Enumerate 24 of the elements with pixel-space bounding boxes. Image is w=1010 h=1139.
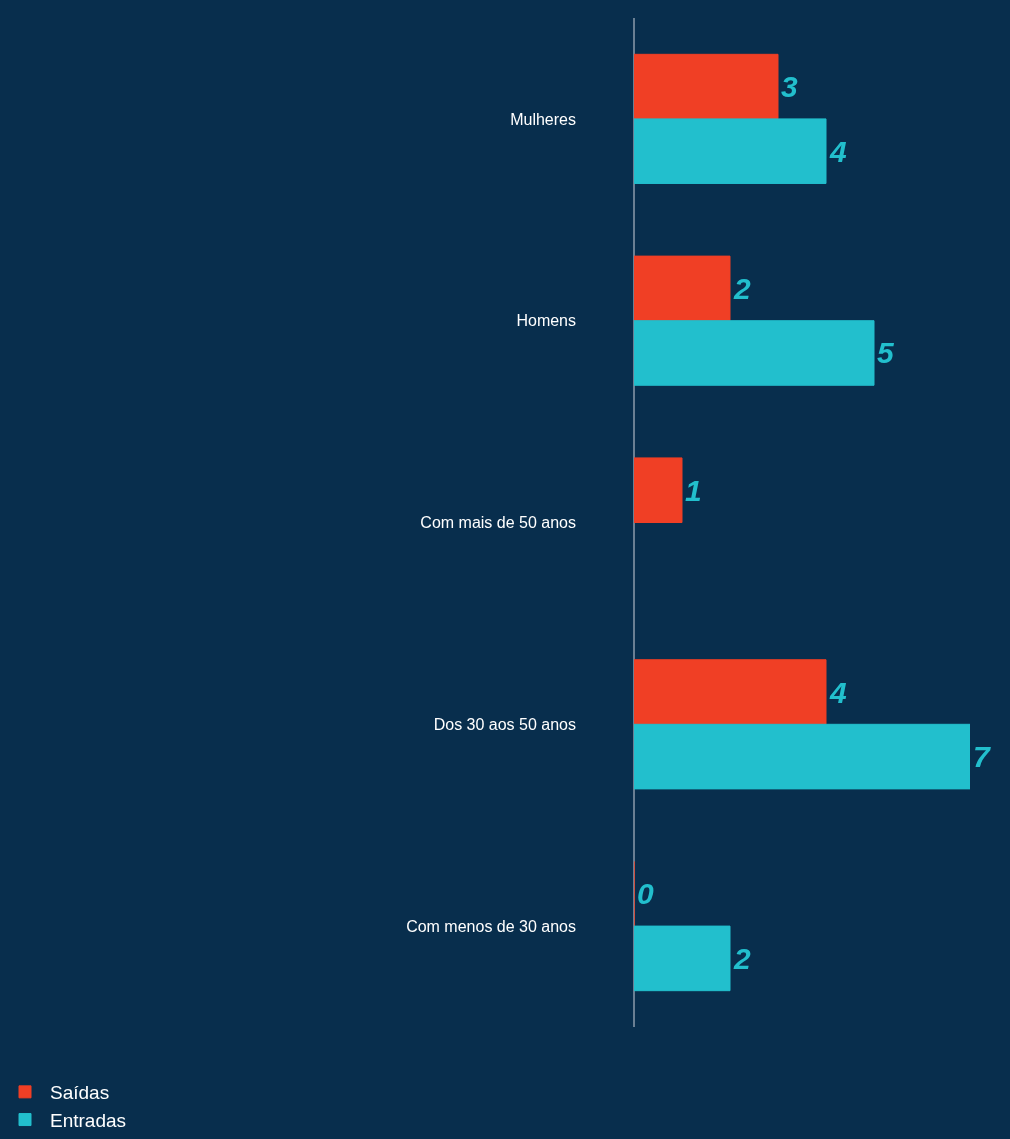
y-tick-label: Mulheres [510, 110, 576, 128]
bar [634, 53, 779, 120]
data-label: 0 [637, 877, 654, 911]
data-label: 5 [877, 336, 895, 370]
data-label: 2 [733, 941, 751, 975]
legend-label: Saídas [50, 1082, 110, 1104]
bar [634, 320, 875, 386]
data-label: 7 [973, 740, 991, 774]
bar [634, 255, 731, 322]
y-tick-label: Com menos de 30 anos [406, 917, 576, 935]
data-label: 4 [829, 134, 847, 168]
bar [634, 723, 970, 790]
y-tick-label: Dos 30 aos 50 anos [433, 715, 576, 733]
data-label: 2 [733, 271, 751, 305]
y-tick-label: Homens [516, 312, 576, 330]
legend-label: Entradas [50, 1109, 127, 1131]
y-tick-label: Com mais de 50 anos [420, 514, 576, 532]
bar [634, 118, 827, 184]
bar [634, 457, 683, 523]
data-label: 3 [781, 70, 798, 104]
data-label: 4 [829, 675, 847, 709]
data-label: 1 [685, 473, 702, 507]
bar [634, 925, 731, 992]
bar [634, 659, 827, 725]
